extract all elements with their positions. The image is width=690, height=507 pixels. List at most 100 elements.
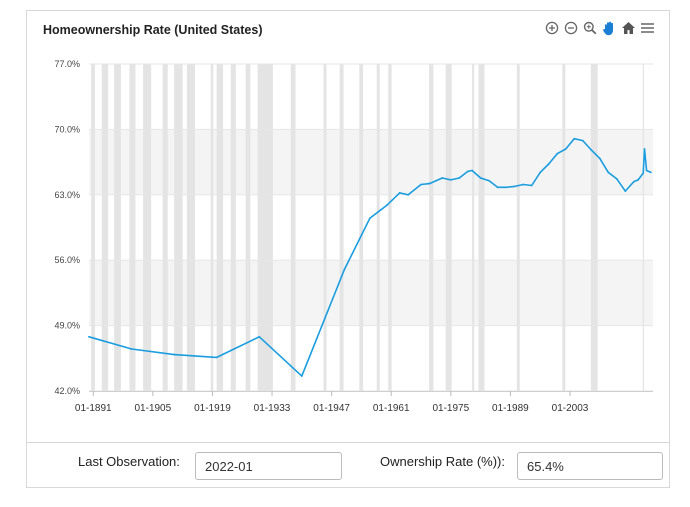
data-point [649,171,652,174]
data-point [300,375,303,377]
recession-band [376,64,380,391]
grid-band [89,260,653,326]
data-point [643,148,646,150]
zoom-out-icon[interactable] [563,20,579,36]
data-point [173,353,176,356]
data-point [624,190,627,192]
x-tick-label: 01-1933 [254,403,291,414]
data-point [407,193,410,196]
recession-band [101,64,109,391]
grid-band [89,129,653,195]
chart-title: Homeownership Rate (United States) [43,23,263,37]
data-point [386,204,388,206]
recession-band [216,64,224,391]
data-point [513,185,516,188]
y-tick-label: 63.0% [54,190,80,200]
recession-band [129,64,136,391]
home-icon[interactable] [620,20,636,36]
recession-band [210,64,214,391]
data-point [496,186,499,189]
data-point [530,184,533,187]
x-tick-label: 01-2003 [552,403,589,414]
y-tick-label: 56.0% [54,255,80,265]
ownership-rate-field[interactable] [517,452,663,480]
zoom-in-icon[interactable] [544,20,560,36]
recession-band [590,64,598,391]
recession-band [91,64,95,391]
data-point [632,180,635,183]
y-tick-label: 77.0% [54,59,80,69]
data-point [479,177,482,179]
data-point [471,169,473,172]
chart-toolbar [544,20,655,36]
data-point [642,172,645,175]
data-point [258,335,261,338]
data-point [441,177,444,179]
x-tick-label: 01-1989 [492,403,529,414]
data-point [398,192,401,194]
ownership-rate-label: Ownership Rate (%)): [380,454,505,469]
recession-band [388,64,392,391]
data-point [547,163,550,165]
data-point [130,348,133,350]
data-point [556,152,559,155]
last-observation-field[interactable] [195,452,342,480]
data-point [539,171,542,174]
recession-band [562,64,566,391]
line-chart: 77.0% 70.0% 63.0% 56.0% 49.0% 42.0% 01-1891 01-… [54,59,653,414]
data-point [343,268,346,271]
y-tick-label: 49.0% [54,321,80,331]
data-point [449,178,452,181]
data-point [645,169,648,172]
x-tick-label: 01-1905 [134,403,171,414]
data-point [428,182,431,185]
magnify-icon[interactable] [582,20,598,36]
recession-band [174,64,183,391]
data-point [88,335,90,338]
series-line [88,137,652,377]
x-tick-label: 01-1891 [75,403,112,414]
recession-band [323,64,327,391]
y-tick-label: 42.0% [54,386,80,396]
data-point [573,137,576,140]
data-point [581,139,584,142]
recession-band [516,64,520,391]
x-tick-label: 01-1919 [194,403,231,414]
recession-band [290,64,296,391]
recession-band [339,64,344,391]
pan-hand-icon[interactable] [601,20,617,36]
recession-band [143,64,152,391]
x-tick-label: 01-1961 [373,403,410,414]
last-observation-label: Last Observation: [78,454,180,469]
x-tick-label: 01-1947 [313,403,350,414]
y-tick-label: 70.0% [54,124,80,134]
data-point [564,148,567,150]
recession-band [429,64,434,391]
recession-band [186,64,195,391]
data-point [488,179,491,182]
data-point [369,217,371,220]
chart-footer: Last Observation: Ownership Rate (%)): [27,442,669,489]
x-tick-label: 01-1975 [432,403,469,414]
data-point [607,171,610,174]
data-point [615,178,618,180]
recession-band [478,64,485,391]
menu-icon[interactable] [639,20,655,36]
recession-band [162,64,168,391]
data-point [466,170,469,173]
data-point [522,183,525,186]
recession-band [472,64,475,391]
data-point [420,183,422,186]
recession-band [257,64,273,391]
data-point [215,356,218,359]
recession-band [245,64,251,391]
data-point [458,177,461,179]
recession-band [359,64,364,391]
recession-band [445,64,452,391]
recession-band [642,64,645,391]
recession-band [114,64,121,391]
data-point [505,186,508,189]
data-point [590,149,593,151]
recession-band [230,64,236,391]
data-point [598,157,601,160]
